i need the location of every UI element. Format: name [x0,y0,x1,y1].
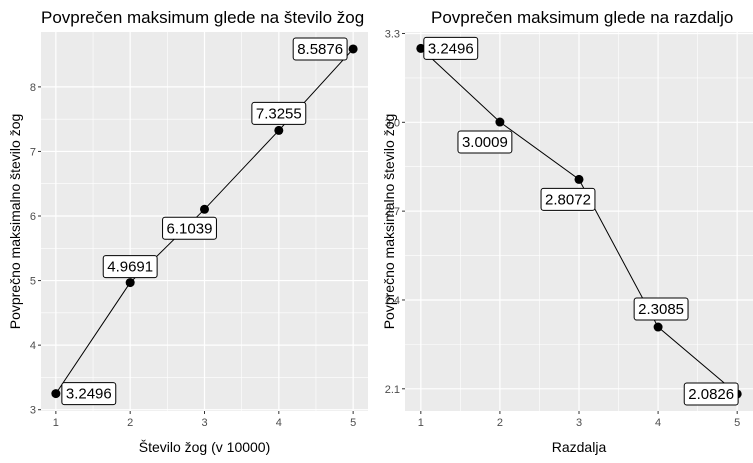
x-axis-title: Razdalja [552,439,607,455]
data-label: 2.3085 [633,297,689,321]
data-label: 8.5876 [292,37,348,61]
y-tick-label: 6 [30,211,36,223]
data-label-text: 4.9691 [107,259,153,276]
x-tick-label: 4 [276,417,282,429]
data-label: 6.1039 [162,216,217,240]
data-point [274,125,284,135]
x-tick-label: 3 [201,417,207,429]
y-tick-label: 2.4 [385,295,400,307]
data-label-text: 2.8072 [545,191,591,208]
y-axis-title: Povprečno maksimalno število žog [381,114,397,330]
y-tick-label: 3.0 [385,117,400,129]
data-label-box [162,216,217,240]
data-point [125,278,135,288]
data-label: 3.0009 [457,130,513,154]
x-tick-label: 1 [418,417,424,429]
data-label-box [292,37,348,61]
data-label-text: 7.3255 [256,105,302,122]
data-label: 7.3255 [251,101,307,125]
data-label-text: 2.3085 [638,301,684,318]
x-tick-label: 2 [127,417,133,429]
data-label-box [61,382,117,406]
data-label-box [251,101,307,125]
x-axis-title: Število žog (v 10000) [139,439,271,455]
data-label: 2.8072 [540,187,596,211]
data-label-box [457,130,513,154]
chart-title: Povprečen maksimum glede na razdaljo [431,8,733,27]
y-tick-label: 7 [30,146,36,158]
y-tick-label: 3.3 [385,28,400,40]
x-tick-label: 5 [350,417,356,429]
data-point [574,174,584,184]
data-label-box [540,187,596,211]
data-point [51,389,61,399]
chart-title: Povprečen maksimum glede na število žog [41,8,364,27]
x-tick-label: 2 [497,417,503,429]
y-tick-label: 5 [30,276,36,288]
data-label-box [683,382,739,406]
data-point [200,204,209,214]
x-tick-label: 1 [53,417,59,429]
data-label-box [423,36,479,60]
data-label-text: 6.1039 [167,220,213,237]
data-point [653,322,663,332]
data-label-text: 8.5876 [297,41,343,58]
x-tick-label: 5 [734,417,740,429]
data-label-text: 2.0826 [688,386,734,403]
y-tick-label: 3 [30,405,36,417]
data-label-box [102,255,158,279]
data-label-text: 3.0009 [462,134,508,151]
data-label: 4.9691 [102,255,158,279]
y-tick-label: 4 [30,340,36,352]
y-tick-label: 2.7 [385,206,400,218]
y-tick-label: 2.1 [385,384,400,396]
x-tick-label: 4 [655,417,661,429]
data-point [416,43,426,53]
y-tick-label: 8 [30,82,36,94]
x-tick-label: 3 [576,417,582,429]
data-point [495,117,505,127]
data-label-text: 3.2496 [428,40,474,57]
y-axis-title: Povprečno maksimalno število žog [7,114,23,330]
data-label: 3.2496 [423,36,479,60]
chart-panel-2: 2.1 2.4 2.7 3.0 3.3 1 2 3 4 5 3.2496 3.0009 2.8072 2.… [381,8,753,455]
data-label: 2.0826 [683,382,739,406]
chart-panel-1: 3 4 5 6 7 8 1 2 3 4 5 3.2496 4.9691 6.1039 7.3255 8.587… [7,8,368,455]
data-label-box [633,297,689,321]
data-label-text: 3.2496 [66,386,112,403]
data-label: 3.2496 [61,382,117,406]
data-point [348,44,358,54]
